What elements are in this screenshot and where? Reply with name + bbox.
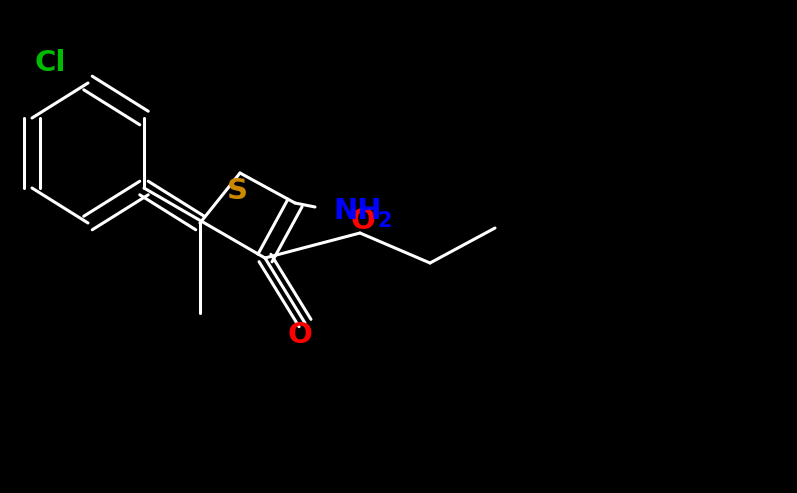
Text: S: S xyxy=(226,177,248,205)
Text: Cl: Cl xyxy=(34,49,65,77)
Text: 2: 2 xyxy=(377,211,391,231)
Text: O: O xyxy=(288,321,312,349)
Text: NH: NH xyxy=(333,197,382,225)
Text: O: O xyxy=(351,207,375,235)
